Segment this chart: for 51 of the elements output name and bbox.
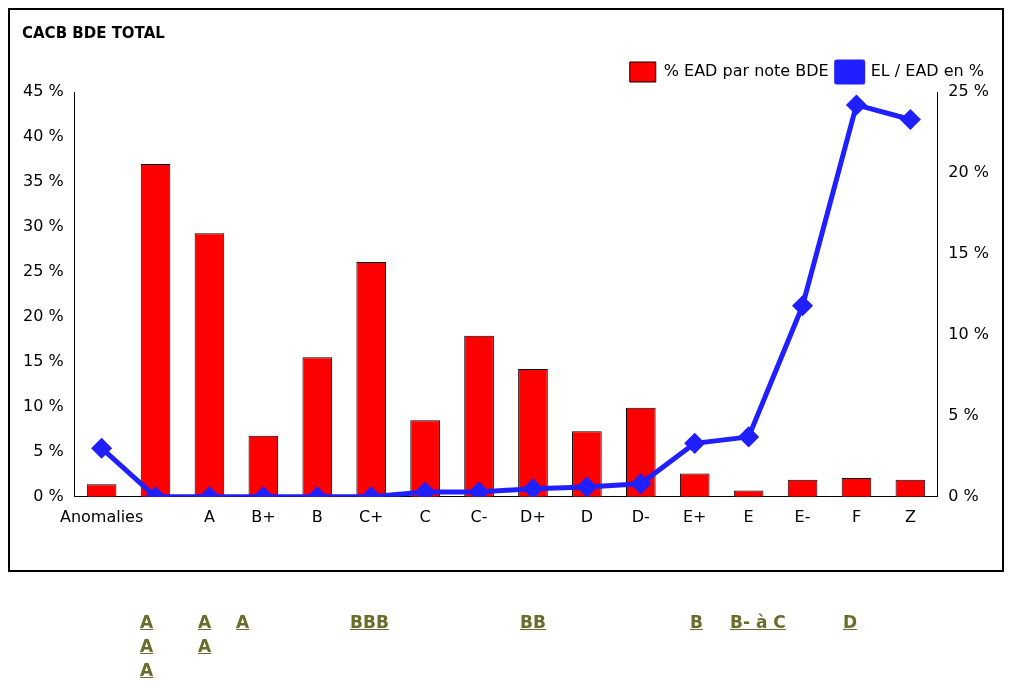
x-tick-label: E- [794,506,811,526]
x-tick-label: A [203,506,215,526]
x-tick-label: B+ [251,506,276,526]
text: BB [520,611,546,634]
y2-tick-label: 0 % [948,485,979,505]
x-tick-label: D+ [520,506,546,526]
text: B- à C [730,611,786,634]
y-tick-label: 5 % [33,440,64,460]
point [846,95,866,115]
y2-tick-label: 5 % [948,405,979,424]
x-tick-label: D- [631,506,650,526]
y-tick-label: 0 % [33,485,64,505]
point [92,438,112,458]
point [577,477,597,497]
x-tick-label: C [419,506,431,526]
text: B [690,611,703,634]
point [685,433,705,453]
point [793,296,813,316]
y-tick-label: 40 % [22,126,64,146]
x-tick-label: E+ [682,506,707,526]
point [900,110,920,130]
text: A A A [140,611,154,682]
text: BBB [350,611,389,634]
y2-tick-label: 15 % [948,243,990,263]
text: D [843,611,858,634]
y2-tick-label: 10 % [948,324,990,344]
x-tick-label: F [851,506,862,526]
y-tick-label: 30 % [22,216,64,236]
legend-label: EL / EAD en % [870,61,985,81]
y-tick-label: 25 % [22,261,64,281]
x-tick-label: C- [470,506,488,526]
x-tick-label: Z [904,506,916,526]
x-tick-label: D [580,506,594,526]
text: A [236,611,250,634]
y-tick-label: 15 % [22,351,64,371]
y-tick-label: 20 % [22,306,64,326]
point [631,474,651,494]
y-tick-label: 10 % [22,396,64,415]
y-tick-label: 35 % [22,171,64,191]
y-tick-label: 45 % [22,81,64,101]
x-tick-label: C+ [358,506,384,526]
y2-tick-label: 20 % [948,162,990,182]
x-tick-label: Anomalies [59,506,144,526]
x-tick-label: E [743,506,754,526]
point [523,479,543,497]
point [739,427,759,447]
y2-tick-label: 25 % [948,81,990,101]
chart-title: CACB BDE TOTAL [22,24,165,42]
x-tick-label: B [311,506,323,526]
text: A A [198,611,212,658]
legend-label: % EAD par note BDE [663,61,829,81]
